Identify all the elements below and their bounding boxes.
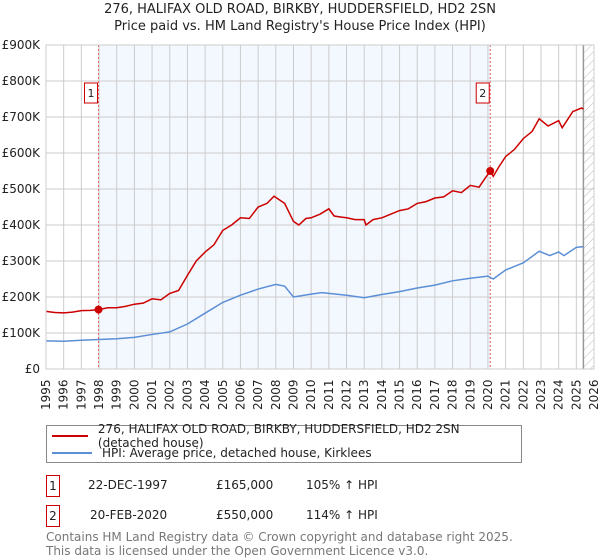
- legend-label: HPI: Average price, detached house, Kirk…: [102, 445, 372, 460]
- annotation-box: [475, 82, 490, 104]
- x-tick-label: 1995: [39, 379, 53, 410]
- x-tick-label: 2015: [393, 379, 407, 410]
- plot-border: [45, 44, 595, 370]
- x-tick-label: 2023: [534, 379, 548, 410]
- x-tick-label: 2017: [428, 379, 442, 410]
- x-tick-label: 2003: [180, 379, 194, 410]
- x-tick-label: 1998: [92, 379, 106, 410]
- legend-label: 276, HALIFAX OLD ROAD, BIRKBY, HUDDERSFI…: [97, 421, 460, 450]
- x-tick-label: 2004: [198, 379, 212, 410]
- y-tick-label: £0: [25, 362, 40, 376]
- blue-line-swatch: [52, 451, 92, 454]
- sale-badge: 1: [46, 475, 60, 497]
- sale-hpi: 114% ↑ HPI: [306, 508, 378, 522]
- hatched-future-region: [583, 45, 594, 369]
- sale-point: [486, 167, 495, 175]
- y-tick-label: £500K: [2, 182, 42, 196]
- sale-point: [94, 305, 103, 314]
- x-tick-label: 2019: [463, 379, 477, 410]
- x-tick-label: 2002: [163, 379, 177, 410]
- sale-date: 22-DEC-1997: [88, 478, 168, 492]
- y-tick-label: £300K: [2, 254, 42, 268]
- x-tick-label: 2008: [269, 379, 283, 410]
- x-tick-label: 2005: [216, 379, 230, 410]
- chart-subtitle: Price paid vs. HM Land Registry's House …: [114, 19, 486, 34]
- x-tick-label: 2013: [357, 379, 371, 410]
- y-tick-label: £400K: [2, 218, 42, 232]
- y-tick-label: £700K: [2, 110, 42, 124]
- red-line-swatch: [52, 434, 88, 437]
- x-tick-label: 2025: [569, 379, 583, 410]
- footer-copyright: Contains HM Land Registry data © Crown c…: [46, 530, 513, 544]
- x-tick-label: 2011: [322, 379, 336, 410]
- x-tick-label: 2001: [145, 379, 159, 410]
- price-chart: 1995 1996 1997 1998 1999 2000 2001 2002 2003 2004…: [2, 38, 600, 410]
- shaded-ownership-period: [98, 45, 491, 369]
- y-tick-label: £900K: [2, 38, 42, 52]
- x-tick-label: 2021: [499, 379, 513, 410]
- sale-badge: 2: [46, 505, 60, 527]
- legend-item-hpi: HPI: Average price, detached house, Kirk…: [52, 444, 372, 461]
- x-tick-label: 2020: [481, 379, 495, 410]
- annotation-box: [84, 82, 99, 104]
- chart-title: 276, HALIFAX OLD ROAD, BIRKBY, HUDDERSFI…: [104, 2, 496, 17]
- legend: 276, HALIFAX OLD ROAD, BIRKBY, HUDDERSFI…: [46, 422, 522, 463]
- x-tick-label: 2016: [410, 379, 424, 410]
- x-tick-label: 2018: [446, 379, 460, 410]
- x-tick-label: 1999: [110, 379, 124, 410]
- sale-price: £165,000: [216, 478, 274, 492]
- legend-item-property: 276, HALIFAX OLD ROAD, BIRKBY, HUDDERSFI…: [52, 422, 521, 450]
- sale-price: £550,000: [216, 508, 274, 522]
- y-tick-label: £200K: [2, 290, 42, 304]
- x-tick-label: 2007: [251, 379, 265, 410]
- sale-date: 20-FEB-2020: [90, 508, 168, 522]
- annotation-label: 2: [479, 87, 486, 100]
- annotation-label: 1: [88, 87, 95, 100]
- x-tick-label: 2026: [587, 379, 600, 410]
- y-tick-label: £100K: [2, 326, 42, 340]
- x-tick-label: 2006: [233, 379, 247, 410]
- x-tick-label: 2012: [340, 379, 354, 410]
- x-tick-label: 2009: [286, 379, 300, 410]
- x-tick-label: 2000: [127, 379, 141, 410]
- x-tick-label: 2022: [516, 379, 530, 410]
- x-tick-label: 1997: [74, 379, 88, 410]
- footer-licence: This data is licensed under the Open Gov…: [46, 544, 429, 558]
- x-tick-label: 1996: [57, 379, 71, 410]
- x-tick-label: 2024: [552, 379, 566, 410]
- x-tick-label: 2010: [304, 379, 318, 410]
- y-tick-label: £600K: [2, 146, 42, 160]
- y-tick-label: £800K: [2, 74, 42, 88]
- sale-hpi: 105% ↑ HPI: [306, 478, 378, 492]
- x-tick-label: 2014: [375, 379, 389, 410]
- hpi-line: [45, 245, 584, 343]
- price-paid-line: [45, 107, 584, 314]
